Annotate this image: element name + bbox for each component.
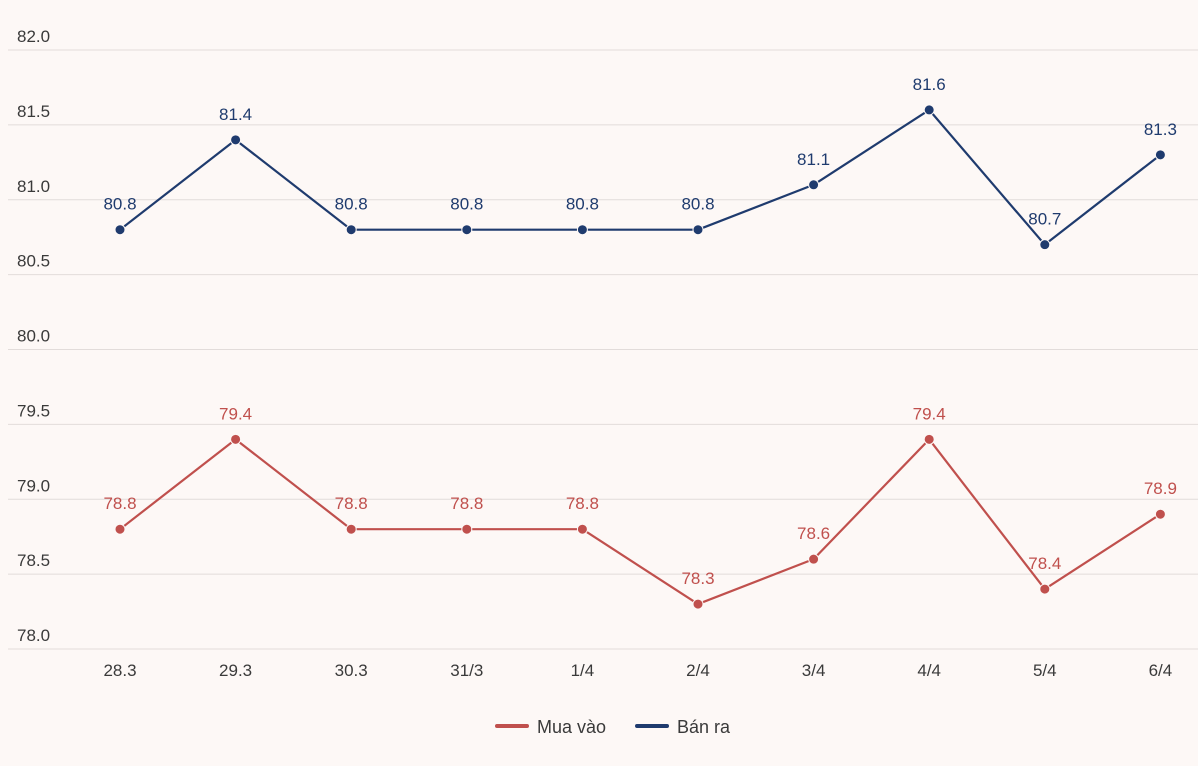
data-point bbox=[1039, 583, 1051, 595]
data-point bbox=[692, 598, 704, 610]
data-point bbox=[461, 224, 473, 236]
legend: Mua vào Bán ra bbox=[495, 717, 731, 737]
x-tick-label: 6/4 bbox=[1149, 661, 1173, 680]
data-point bbox=[808, 553, 820, 565]
data-label: 81.4 bbox=[219, 105, 252, 124]
y-tick-label: 78.5 bbox=[17, 551, 50, 570]
data-point bbox=[1154, 508, 1166, 520]
data-label: 78.4 bbox=[1028, 554, 1061, 573]
data-point bbox=[576, 224, 588, 236]
y-tick-label: 80.5 bbox=[17, 252, 50, 271]
data-label: 78.6 bbox=[797, 524, 830, 543]
y-tick-label: 79.5 bbox=[17, 401, 50, 420]
x-tick-label: 30.3 bbox=[335, 661, 368, 680]
data-label: 81.3 bbox=[1144, 120, 1177, 139]
data-point bbox=[808, 179, 820, 191]
data-point bbox=[114, 224, 126, 236]
x-tick-label: 1/4 bbox=[571, 661, 595, 680]
data-point bbox=[692, 224, 704, 236]
x-tick-label: 31/3 bbox=[450, 661, 483, 680]
data-label: 78.8 bbox=[450, 494, 483, 513]
y-tick-label: 82.0 bbox=[17, 27, 50, 46]
x-axis: 28.3 29.3 30.3 31/3 1/4 2/4 3/4 4/4 5/4 6/4 bbox=[103, 661, 1172, 680]
data-point bbox=[576, 523, 588, 535]
data-point bbox=[345, 523, 357, 535]
data-point bbox=[114, 523, 126, 535]
series-mua-vao: 78.8 79.4 78.8 78.8 78.8 78.3 78.6 79.4 78.4 78.9 bbox=[103, 404, 1177, 610]
data-label: 81.1 bbox=[797, 150, 830, 169]
series-ban-ra: 80.8 81.4 80.8 80.8 80.8 80.8 81.1 81.6 80.7 81.3 bbox=[103, 75, 1177, 251]
data-label: 78.9 bbox=[1144, 479, 1177, 498]
x-tick-label: 3/4 bbox=[802, 661, 826, 680]
data-label: 80.8 bbox=[450, 195, 483, 214]
x-tick-label: 29.3 bbox=[219, 661, 252, 680]
legend-label: Bán ra bbox=[677, 717, 731, 737]
x-tick-label: 28.3 bbox=[103, 661, 136, 680]
data-label: 80.7 bbox=[1028, 210, 1061, 229]
data-label: 78.8 bbox=[335, 494, 368, 513]
y-tick-label: 81.0 bbox=[17, 177, 50, 196]
data-point bbox=[345, 224, 357, 236]
series-line bbox=[119, 438, 1161, 606]
y-tick-label: 81.5 bbox=[17, 102, 50, 121]
data-point bbox=[1154, 149, 1166, 161]
data-point bbox=[461, 523, 473, 535]
data-label: 80.8 bbox=[681, 195, 714, 214]
y-tick-label: 79.0 bbox=[17, 476, 50, 495]
data-label: 80.8 bbox=[566, 195, 599, 214]
data-label: 78.3 bbox=[681, 569, 714, 588]
data-point bbox=[923, 433, 935, 445]
grid: 78.0 78.5 79.0 79.5 80.0 80.5 81.0 81.5 82.0 bbox=[8, 27, 1198, 650]
y-tick-label: 80.0 bbox=[17, 327, 50, 346]
data-point bbox=[230, 433, 242, 445]
legend-label: Mua vào bbox=[537, 717, 606, 737]
data-label: 81.6 bbox=[913, 75, 946, 94]
data-label: 79.4 bbox=[219, 404, 252, 423]
data-label: 79.4 bbox=[913, 404, 946, 423]
data-label: 78.8 bbox=[566, 494, 599, 513]
data-point bbox=[1039, 239, 1051, 251]
x-tick-label: 2/4 bbox=[686, 661, 710, 680]
x-tick-label: 4/4 bbox=[917, 661, 941, 680]
data-point bbox=[923, 104, 935, 116]
x-tick-label: 5/4 bbox=[1033, 661, 1057, 680]
data-label: 80.8 bbox=[335, 195, 368, 214]
data-point bbox=[230, 134, 242, 146]
data-label: 80.8 bbox=[103, 195, 136, 214]
series-line bbox=[119, 108, 1162, 246]
y-tick-label: 78.0 bbox=[17, 626, 50, 645]
data-label: 78.8 bbox=[103, 494, 136, 513]
